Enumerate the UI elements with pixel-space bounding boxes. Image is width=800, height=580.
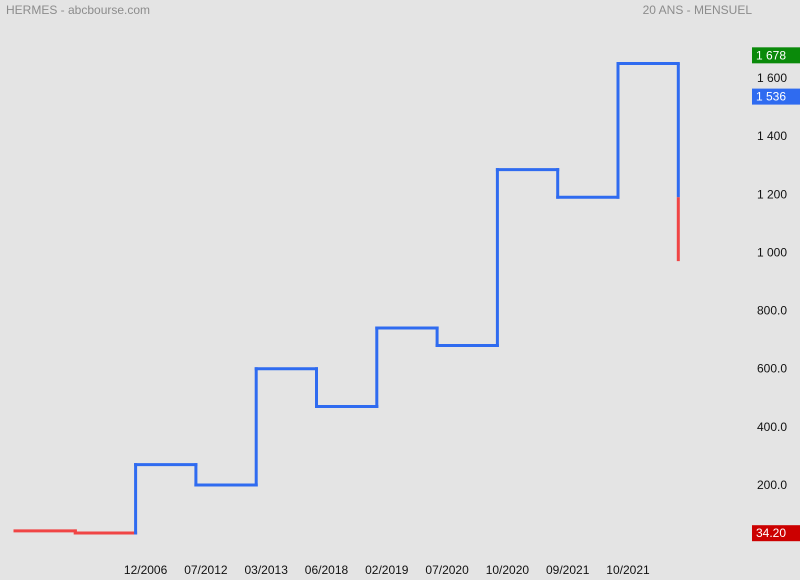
x-tick-label: 07/2020 (425, 563, 469, 577)
chart-source-title: HERMES - abcbourse.com (6, 3, 151, 17)
x-tick-label: 06/2018 (305, 563, 349, 577)
price-badge: 1 536 (752, 88, 800, 105)
x-tick-label: 12/2006 (124, 563, 168, 577)
x-tick-label: 02/2019 (365, 563, 409, 577)
x-tick-label: 10/2021 (606, 563, 650, 577)
y-axis: 200.0 400.0 600.0 800.0 1 000 1 200 1 400 1 600 (757, 71, 787, 492)
chart-period-label: 20 ANS - MENSUEL (642, 3, 752, 17)
x-tick-label: 10/2020 (486, 563, 530, 577)
price-badge-bg (752, 47, 800, 64)
price-step-line (13, 61, 680, 535)
x-tick-label: 09/2021 (546, 563, 590, 577)
price-badge: 1 678 (752, 47, 800, 64)
price-badge-label: 1 678 (756, 48, 786, 62)
x-axis: 12/2006 07/2012 03/2013 06/2018 02/2019 07/20… (124, 563, 650, 577)
y-tick-label: 600.0 (757, 362, 787, 376)
price-badge: 34.20 (752, 525, 800, 542)
price-badge-bg (752, 88, 800, 105)
y-tick-label: 1 200 (757, 187, 787, 201)
y-tick-label: 1 000 (757, 245, 787, 259)
price-badge-label: 1 536 (756, 90, 786, 104)
y-tick-label: 1 400 (757, 129, 787, 143)
price-badge-bg (752, 525, 800, 542)
price-badges: 1 678 1 536 34.20 (752, 47, 800, 542)
y-tick-label: 400.0 (757, 420, 787, 434)
y-tick-label: 200.0 (757, 478, 787, 492)
y-tick-label: 1 600 (757, 71, 787, 85)
price-badge-label: 34.20 (756, 526, 786, 540)
y-tick-label: 800.0 (757, 304, 787, 318)
x-tick-label: 03/2013 (245, 563, 289, 577)
x-tick-label: 07/2012 (184, 563, 228, 577)
